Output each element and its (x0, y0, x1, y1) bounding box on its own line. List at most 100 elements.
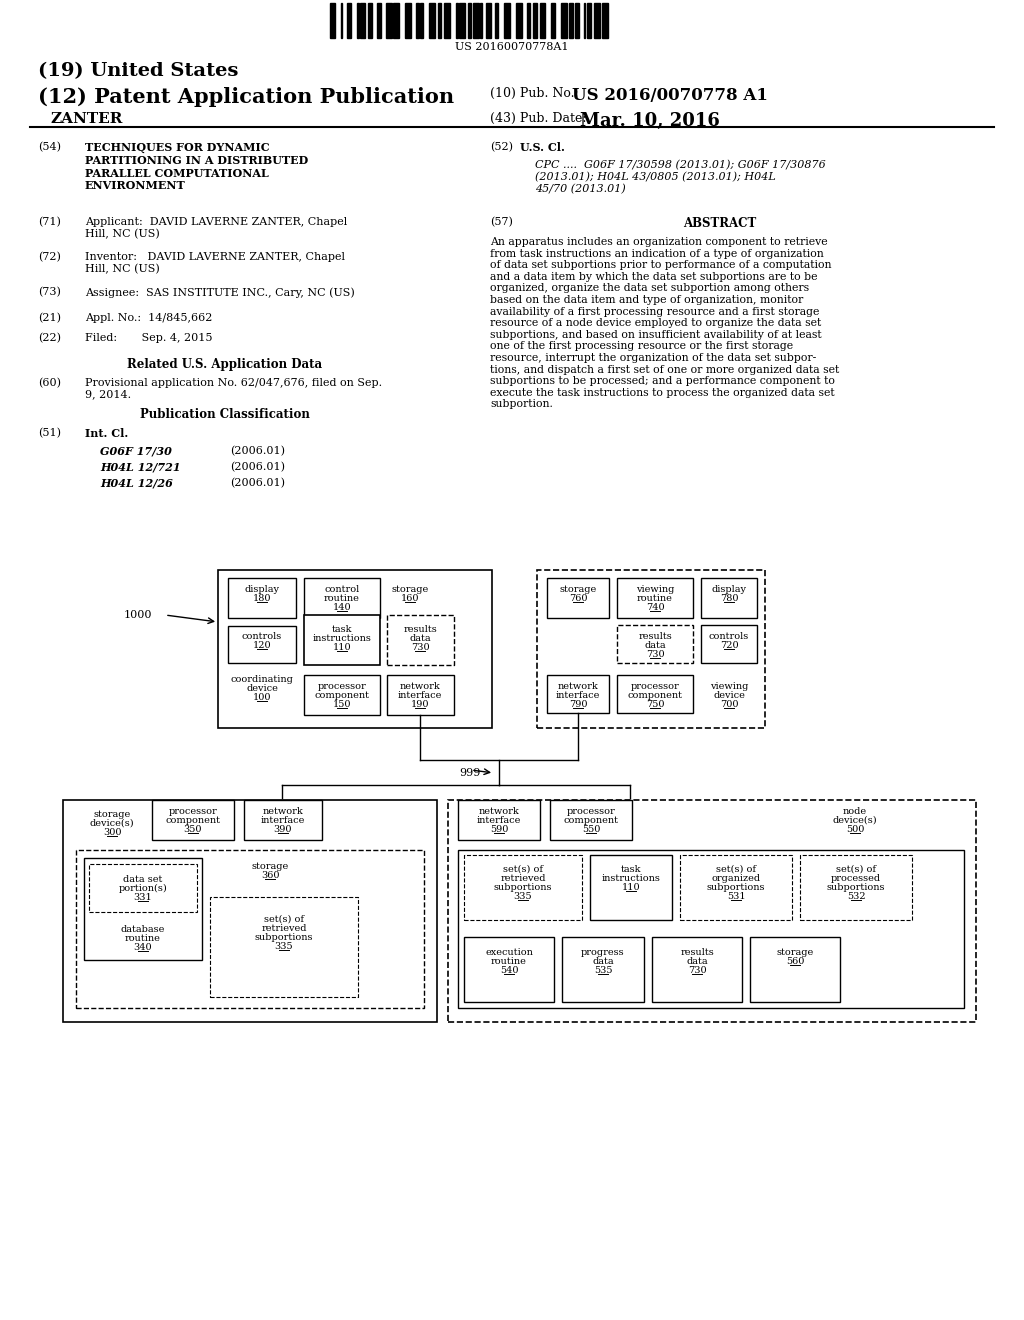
Bar (540, 3, 545, 38)
Text: Inventor:   DAVID LAVERNE ZANTER, Chapel
Hill, NC (US): Inventor: DAVID LAVERNE ZANTER, Chapel H… (85, 252, 345, 275)
Text: (21): (21) (38, 313, 61, 323)
FancyBboxPatch shape (701, 624, 757, 663)
Text: 180: 180 (253, 594, 271, 603)
Text: node: node (843, 807, 867, 816)
FancyBboxPatch shape (617, 578, 693, 618)
Text: ABSTRACT: ABSTRACT (683, 216, 757, 230)
Text: processor: processor (317, 682, 367, 690)
Text: device: device (713, 690, 744, 700)
Text: 110: 110 (333, 643, 351, 652)
FancyBboxPatch shape (218, 570, 492, 729)
Text: subportions: subportions (826, 883, 886, 892)
Text: (43) Pub. Date:: (43) Pub. Date: (490, 112, 587, 125)
Bar (377, 3, 381, 38)
FancyBboxPatch shape (750, 937, 840, 1002)
Text: Provisional application No. 62/047,676, filed on Sep.
9, 2014.: Provisional application No. 62/047,676, … (85, 378, 382, 400)
Text: network: network (558, 682, 598, 690)
FancyBboxPatch shape (590, 855, 672, 920)
Text: 750: 750 (646, 700, 665, 709)
Text: 390: 390 (273, 825, 292, 834)
FancyBboxPatch shape (464, 937, 554, 1002)
Text: 1000: 1000 (124, 610, 152, 620)
Text: set(s) of: set(s) of (716, 865, 756, 874)
Text: routine: routine (492, 957, 527, 966)
Bar (480, 3, 481, 38)
Text: controls: controls (242, 632, 283, 642)
Text: (72): (72) (38, 252, 60, 263)
Text: results: results (638, 632, 672, 642)
Text: Related U.S. Application Data: Related U.S. Application Data (127, 358, 323, 371)
Text: device(s): device(s) (833, 816, 878, 825)
Text: TECHNIQUES FOR DYNAMIC
PARTITIONING IN A DISTRIBUTED
PARALLEL COMPUTATIONAL
ENVI: TECHNIQUES FOR DYNAMIC PARTITIONING IN A… (85, 143, 308, 191)
Text: subportions: subportions (494, 883, 552, 892)
Text: H04L 12/26: H04L 12/26 (100, 478, 173, 488)
Bar (551, 3, 555, 38)
Text: results: results (680, 948, 714, 957)
Text: coordinating: coordinating (230, 675, 294, 684)
FancyBboxPatch shape (304, 615, 380, 665)
FancyBboxPatch shape (244, 800, 322, 840)
FancyBboxPatch shape (228, 626, 296, 663)
Text: (22): (22) (38, 333, 61, 343)
Bar (438, 3, 441, 38)
Text: (19) United States: (19) United States (38, 62, 239, 81)
Text: (57): (57) (490, 216, 513, 227)
Bar (526, 3, 529, 38)
Text: (2006.01): (2006.01) (230, 446, 285, 457)
Text: US 20160070778A1: US 20160070778A1 (456, 42, 568, 51)
Text: component: component (314, 690, 370, 700)
Text: 590: 590 (489, 825, 508, 834)
FancyBboxPatch shape (387, 675, 454, 715)
Text: data: data (686, 957, 708, 966)
Text: data: data (644, 642, 666, 649)
Text: retrieved: retrieved (501, 874, 546, 883)
Text: display: display (712, 585, 746, 594)
Text: retrieved: retrieved (261, 924, 307, 933)
FancyBboxPatch shape (304, 675, 380, 715)
Bar (444, 3, 450, 38)
Text: 140: 140 (333, 603, 351, 612)
Text: Mar. 10, 2016: Mar. 10, 2016 (580, 112, 720, 129)
FancyBboxPatch shape (617, 675, 693, 713)
FancyBboxPatch shape (89, 865, 197, 912)
Text: data set: data set (123, 875, 163, 884)
Text: portion(s): portion(s) (119, 884, 167, 894)
Text: instructions: instructions (312, 634, 372, 643)
Text: U.S. Cl.: U.S. Cl. (520, 143, 565, 153)
Text: 760: 760 (568, 594, 587, 603)
Text: Publication Classification: Publication Classification (140, 408, 310, 421)
Bar (406, 3, 411, 38)
Text: (2006.01): (2006.01) (230, 478, 285, 488)
Text: 740: 740 (646, 603, 665, 612)
Text: display: display (245, 585, 280, 594)
FancyBboxPatch shape (464, 855, 582, 920)
Text: (52): (52) (490, 143, 513, 152)
Text: Assignee:  SAS INSTITUTE INC., Cary, NC (US): Assignee: SAS INSTITUTE INC., Cary, NC (… (85, 286, 354, 297)
Text: subportions: subportions (707, 883, 765, 892)
Text: (12) Patent Application Publication: (12) Patent Application Publication (38, 87, 454, 107)
FancyBboxPatch shape (84, 858, 202, 960)
FancyBboxPatch shape (449, 800, 976, 1022)
Text: CPC ....  G06F 17/30598 (2013.01); G06F 17/30876
(2013.01); H04L 43/0805 (2013.0: CPC .... G06F 17/30598 (2013.01); G06F 1… (535, 160, 825, 194)
FancyBboxPatch shape (550, 800, 632, 840)
Text: 700: 700 (720, 700, 738, 709)
Text: 100: 100 (253, 693, 271, 702)
Text: execution: execution (485, 948, 532, 957)
Text: 730: 730 (646, 649, 665, 659)
Text: (51): (51) (38, 428, 61, 438)
Bar (561, 3, 567, 38)
Text: Appl. No.:  14/845,662: Appl. No.: 14/845,662 (85, 313, 212, 323)
Bar (360, 3, 365, 38)
Bar (357, 3, 358, 38)
Text: 730: 730 (411, 643, 429, 652)
Bar (574, 3, 579, 38)
Text: processor: processor (631, 682, 679, 690)
Bar (495, 3, 498, 38)
Text: Int. Cl.: Int. Cl. (85, 428, 128, 440)
Text: 335: 335 (274, 942, 293, 950)
Text: G06F 17/30: G06F 17/30 (100, 446, 172, 457)
Text: routine: routine (125, 935, 161, 942)
Text: component: component (563, 816, 618, 825)
Text: 335: 335 (514, 892, 532, 902)
Text: set(s) of: set(s) of (836, 865, 876, 874)
